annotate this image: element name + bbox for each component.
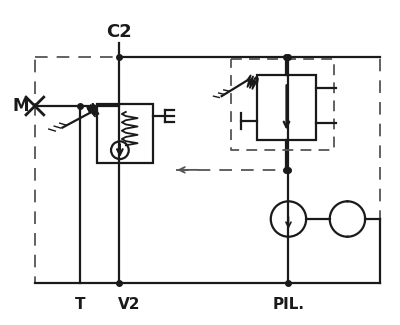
Text: PIL.: PIL. [272,297,304,312]
Text: C2: C2 [106,23,132,41]
Text: M: M [13,97,29,115]
Text: T: T [75,297,85,312]
Bar [97,104,153,163]
Text: V2: V2 [118,297,140,312]
Bar [257,74,316,140]
